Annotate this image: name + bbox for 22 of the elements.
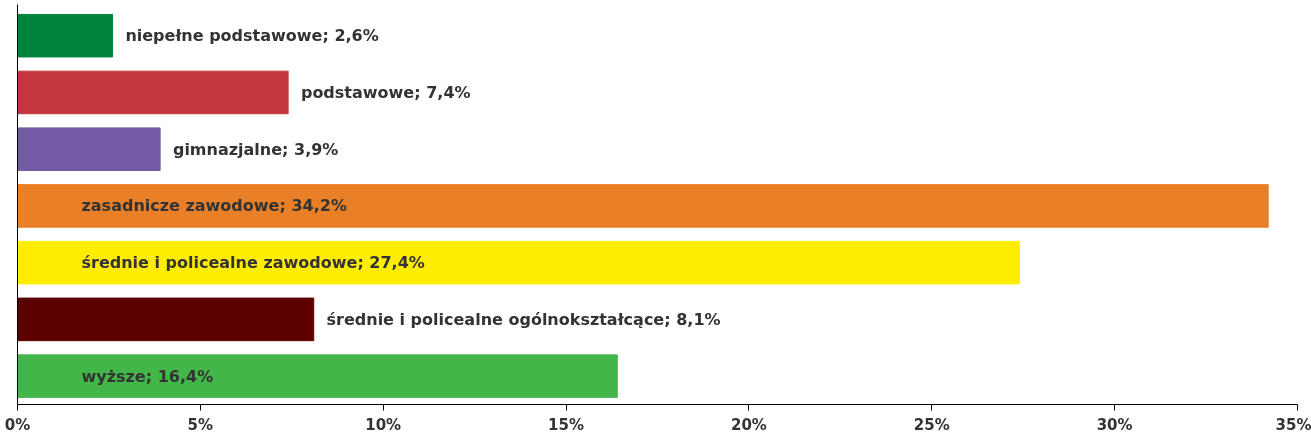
data-label: średnie i policealne zawodowe; 27,4% [81, 253, 425, 273]
bar [17, 127, 161, 171]
data-label: zasadnicze zawodowe; 34,2% [81, 196, 347, 216]
bar [17, 70, 289, 115]
bar [17, 184, 1269, 228]
x-tick-label: 35% [1275, 415, 1311, 434]
x-tick-label: 0% [4, 415, 31, 434]
x-tick-label: 10% [365, 415, 402, 434]
bar [17, 354, 618, 398]
data-label: podstawowe; 7,4% [300, 82, 471, 102]
data-label: niepełne podstawowe; 2,6% [125, 26, 379, 46]
bar [17, 240, 1021, 285]
data-label: wyższe; 16,4% [81, 366, 214, 386]
bar [17, 297, 315, 342]
x-tick-label: 15% [548, 415, 585, 434]
x-tick-label: 25% [913, 415, 950, 434]
data-label: gimnazjalne; 3,9% [172, 139, 339, 159]
x-tick-label: 5% [187, 415, 214, 434]
x-tick-label: 30% [1096, 415, 1133, 434]
data-label: średnie i policealne ogólnokształcące; 8,1% [326, 309, 721, 329]
bar [17, 13, 114, 58]
x-tick-label: 20% [730, 415, 767, 434]
